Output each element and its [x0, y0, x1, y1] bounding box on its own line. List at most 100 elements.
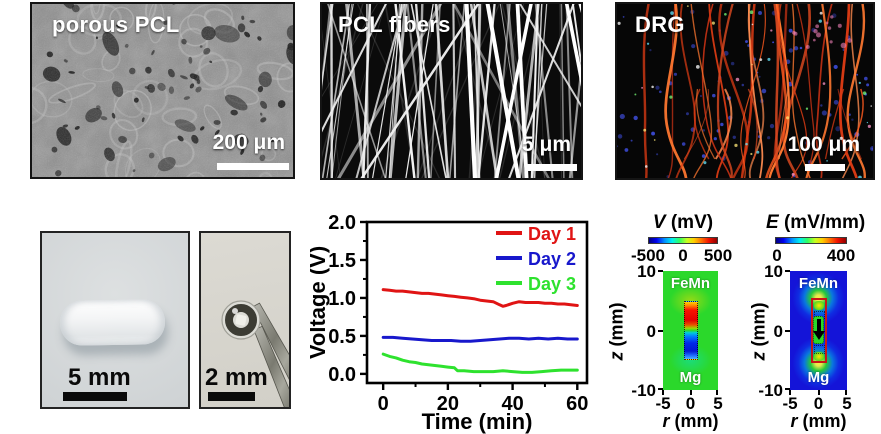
e-ytick-10: 10	[764, 262, 783, 281]
pcl-fibers-scalebar-text: 5 μm	[521, 133, 571, 156]
neurite	[701, 4, 732, 178]
arrow-stem	[816, 319, 821, 331]
x-tick-label: 20	[437, 393, 459, 415]
e-x-axis-var: r	[790, 411, 798, 431]
e-ytick-m10: -10	[758, 381, 783, 400]
fiber	[388, 4, 401, 178]
v-x-axis-label: r (mm)	[658, 411, 723, 432]
neurite	[747, 4, 764, 178]
nucleus-dot	[617, 145, 619, 148]
e-ytickmark	[785, 388, 790, 390]
fiber	[365, 4, 369, 178]
v-electrode-bar	[683, 301, 698, 360]
tweezers-prongs	[251, 302, 289, 407]
tube-cross-section	[221, 300, 261, 340]
nucleus-dot	[769, 123, 775, 129]
v-ytick-0: 0	[646, 321, 656, 341]
v-ytick-10: 10	[637, 262, 656, 281]
nucleus-dot	[658, 90, 662, 94]
nucleus-dot	[655, 85, 660, 90]
e-ytickmark	[785, 329, 790, 332]
pink-cluster-dot	[805, 45, 810, 49]
neurite	[664, 4, 688, 178]
porous-pcl-label: porous PCL	[52, 12, 180, 37]
nucleus-dot	[622, 16, 625, 18]
fiber	[571, 4, 581, 69]
legend-label: Day 1	[528, 224, 576, 244]
v-map-femn-label: FeMn	[670, 275, 711, 292]
scaffold-photo-panel: 5 mm	[40, 231, 190, 409]
nucleus-dot	[630, 139, 633, 142]
fiber	[414, 4, 431, 178]
nucleus-dot	[848, 113, 851, 116]
fiber-bright	[464, 4, 478, 178]
nucleus-dot	[864, 76, 868, 81]
speck	[858, 175, 862, 178]
nucleus-dot	[758, 10, 762, 15]
speck	[724, 12, 727, 16]
neurite-branch	[683, 88, 710, 160]
v-colorbar-tick-mid: 0	[678, 246, 688, 265]
v-xtickmark	[689, 390, 692, 395]
fiber-bright	[485, 4, 521, 178]
fiber	[532, 4, 548, 178]
drg-scalebar	[805, 164, 845, 171]
v-x-axis-unit: (mm)	[674, 411, 719, 431]
speck	[703, 161, 707, 165]
fiber	[405, 4, 434, 178]
speck	[634, 93, 637, 96]
y-axis-label: Voltage (V)	[310, 246, 330, 359]
fiber-bright	[564, 4, 581, 87]
nucleus-dot	[772, 41, 775, 44]
speck	[670, 11, 674, 15]
y-tick-label: 1.5	[328, 250, 356, 272]
nucleus-dot	[833, 99, 839, 105]
drg-fluorescence-panel: DRG 100 μm	[615, 2, 875, 180]
neurite	[675, 4, 696, 178]
fiber	[385, 4, 402, 178]
x-tick-label: 0	[378, 393, 389, 415]
speck	[751, 63, 753, 66]
fiber	[434, 4, 450, 178]
nucleus-dot	[712, 93, 716, 98]
scaffold-cylinder	[59, 299, 166, 346]
x-tick-label: 40	[501, 393, 523, 415]
nucleus-dot	[681, 142, 686, 146]
legend-label: Day 2	[528, 249, 576, 269]
e-bottom-hotspot	[813, 352, 824, 361]
nucleus-dot	[821, 110, 827, 116]
neurite	[740, 4, 756, 178]
speck	[870, 105, 873, 107]
pink-cluster-dot	[815, 32, 822, 38]
neurite	[708, 4, 729, 178]
speck	[695, 64, 700, 69]
speck	[641, 86, 644, 89]
sem-porous-pcl-panel: porous PCL 200 μm	[30, 2, 295, 179]
nucleus-dot	[799, 141, 803, 144]
nucleus-dot	[649, 49, 652, 52]
y-tick-label: 1.0	[328, 288, 356, 310]
chart-frame	[365, 220, 589, 385]
speck	[617, 21, 621, 25]
fiber-faint	[335, 4, 386, 178]
sem-grain	[32, 4, 293, 177]
fiber	[410, 4, 447, 178]
v-ytickmark	[658, 329, 663, 332]
nucleus-dot	[732, 135, 736, 139]
speck	[749, 10, 754, 15]
tweezers-upper-prong	[251, 302, 289, 380]
tube-inner-ring	[225, 304, 257, 336]
v-xtickmark	[662, 390, 664, 395]
fiber	[388, 4, 408, 178]
e-x-axis-label: r (mm)	[786, 411, 851, 432]
nucleus-dot	[701, 154, 706, 158]
neurite-branch	[837, 88, 862, 160]
tube-photo-panel: 2 mm	[199, 231, 291, 409]
drg-label: DRG	[635, 12, 685, 37]
nucleus-dot	[851, 118, 854, 121]
nucleus-dot	[619, 113, 625, 120]
speck	[767, 57, 771, 61]
fiber-faint	[322, 29, 341, 178]
nucleus-dot	[691, 44, 696, 49]
series-day-2	[381, 335, 579, 343]
